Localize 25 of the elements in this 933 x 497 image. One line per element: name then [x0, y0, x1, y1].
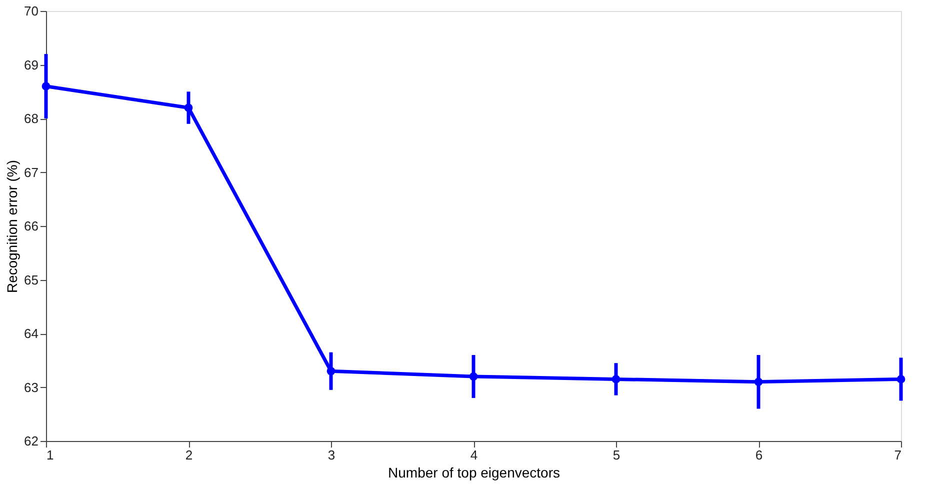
y-tick-label: 62	[24, 434, 38, 448]
x-axis-title: Number of top eigenvectors	[388, 464, 560, 480]
point	[754, 378, 763, 386]
y-tick-label: 68	[24, 111, 38, 126]
point	[612, 375, 620, 384]
y-axis-title: Recognition error (%)	[4, 160, 20, 294]
point	[469, 372, 478, 381]
y-tick-label: 65	[24, 272, 38, 288]
point	[326, 366, 336, 376]
y-tick-label: 70	[24, 4, 38, 18]
x-tick-label: 6	[755, 448, 763, 462]
y-tick-label: 69	[24, 57, 38, 72]
y-tick-label: 67	[24, 164, 38, 180]
x-tick-label: 7	[894, 448, 902, 462]
point	[184, 104, 193, 112]
point	[42, 82, 50, 90]
y-tick-label: 66	[24, 218, 38, 234]
x-tick-label: 3	[328, 448, 336, 462]
y-tick-label: 64	[24, 326, 38, 341]
y-tick-label: 63	[24, 380, 38, 395]
x-tick-label: 4	[470, 448, 478, 462]
x-tick-label: 5	[612, 448, 620, 462]
x-tick-label: 2	[185, 448, 193, 462]
point	[896, 375, 906, 384]
x-tick-label: 1	[46, 448, 54, 462]
